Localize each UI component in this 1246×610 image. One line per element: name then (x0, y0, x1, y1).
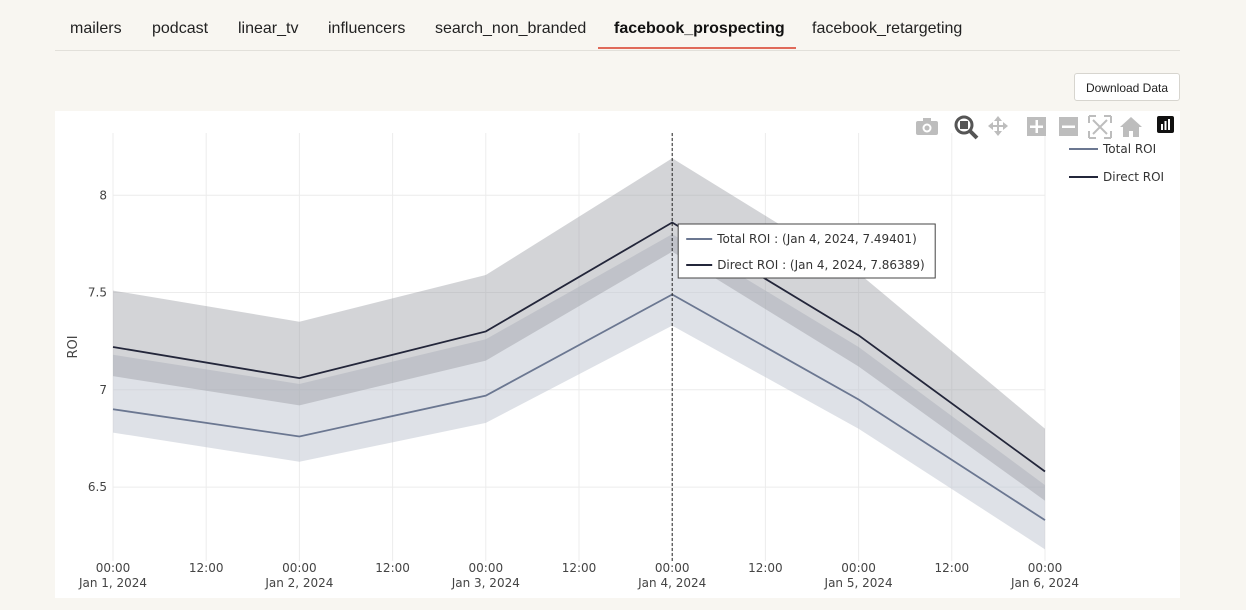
zoom-icon[interactable] (954, 115, 979, 140)
x-tick-label: 12:00 (189, 561, 224, 575)
x-tick-date-label: Jan 2, 2024 (264, 576, 333, 590)
channel-tabs: mailers podcast linear_tv influencers se… (55, 0, 1180, 51)
y-axis-title: ROI (66, 335, 81, 358)
total-roi-line (112, 293, 1046, 521)
download-data-button[interactable]: Download Data (1074, 73, 1180, 101)
total-roi-band (113, 234, 1045, 550)
tab-mailers[interactable]: mailers (70, 20, 122, 37)
plotly-logo-icon[interactable] (1157, 116, 1174, 133)
x-tick-date-label: Jan 5, 2024 (824, 576, 893, 590)
camera-icon[interactable] (916, 118, 938, 135)
tab-facebook-retargeting[interactable]: facebook_retargeting (812, 20, 963, 37)
direct-roi-line (112, 221, 1046, 473)
tab-search-non-branded[interactable]: search_non_branded (435, 20, 587, 37)
active-tab-indicator (598, 47, 796, 49)
tooltip-line: Direct ROI : (Jan 4, 2024, 7.86389) (717, 258, 924, 272)
x-tick-label: 00:00 (1028, 561, 1063, 575)
tab-facebook-prospecting[interactable]: facebook_prospecting (614, 20, 785, 37)
zoom-out-icon[interactable] (1059, 117, 1078, 136)
x-tick-date-label: Jan 4, 2024 (637, 576, 706, 590)
x-tick-label: 00:00 (96, 561, 131, 575)
x-tick-label: 00:00 (655, 561, 690, 575)
tooltip-line: Total ROI : (Jan 4, 2024, 7.49401) (716, 232, 917, 246)
autoscale-icon[interactable] (1088, 115, 1112, 139)
y-tick-label: 6.5 (88, 480, 107, 494)
x-tick-date-label: Jan 1, 2024 (78, 576, 147, 590)
x-tick-label: 12:00 (562, 561, 597, 575)
tab-linear-tv[interactable]: linear_tv (238, 20, 299, 37)
confidence-bands (113, 158, 1045, 550)
y-tick-label: 7.5 (88, 286, 107, 300)
x-tick-label: 12:00 (935, 561, 970, 575)
x-tick-label: 12:00 (748, 561, 783, 575)
y-tick-label: 8 (99, 188, 107, 202)
zoom-in-icon[interactable] (1027, 117, 1046, 136)
tab-podcast[interactable]: podcast (152, 20, 209, 37)
modebar (916, 115, 1174, 140)
x-tick-date-label: Jan 6, 2024 (1010, 576, 1079, 590)
legend-label: Direct ROI (1103, 170, 1164, 184)
hover-tooltip: Total ROI : (Jan 4, 2024, 7.49401) Direct… (677, 223, 936, 279)
tooltip-box (677, 223, 936, 279)
reset-axes-icon[interactable] (1120, 117, 1142, 137)
x-tick-label: 12:00 (375, 561, 410, 575)
series-lines (112, 221, 1046, 521)
y-tick-label: 7 (99, 383, 107, 397)
x-tick-label: 00:00 (469, 561, 504, 575)
tab-influencers[interactable]: influencers (328, 20, 406, 37)
plot-background (55, 111, 1180, 598)
x-tick-label: 00:00 (282, 561, 317, 575)
legend-label: Total ROI (1102, 142, 1156, 156)
x-tick-label: 00:00 (841, 561, 876, 575)
direct-roi-band (113, 158, 1045, 501)
x-tick-date-label: Jan 3, 2024 (451, 576, 520, 590)
legend: Total ROI Direct ROI (1069, 142, 1164, 184)
pan-icon[interactable] (988, 116, 1008, 136)
